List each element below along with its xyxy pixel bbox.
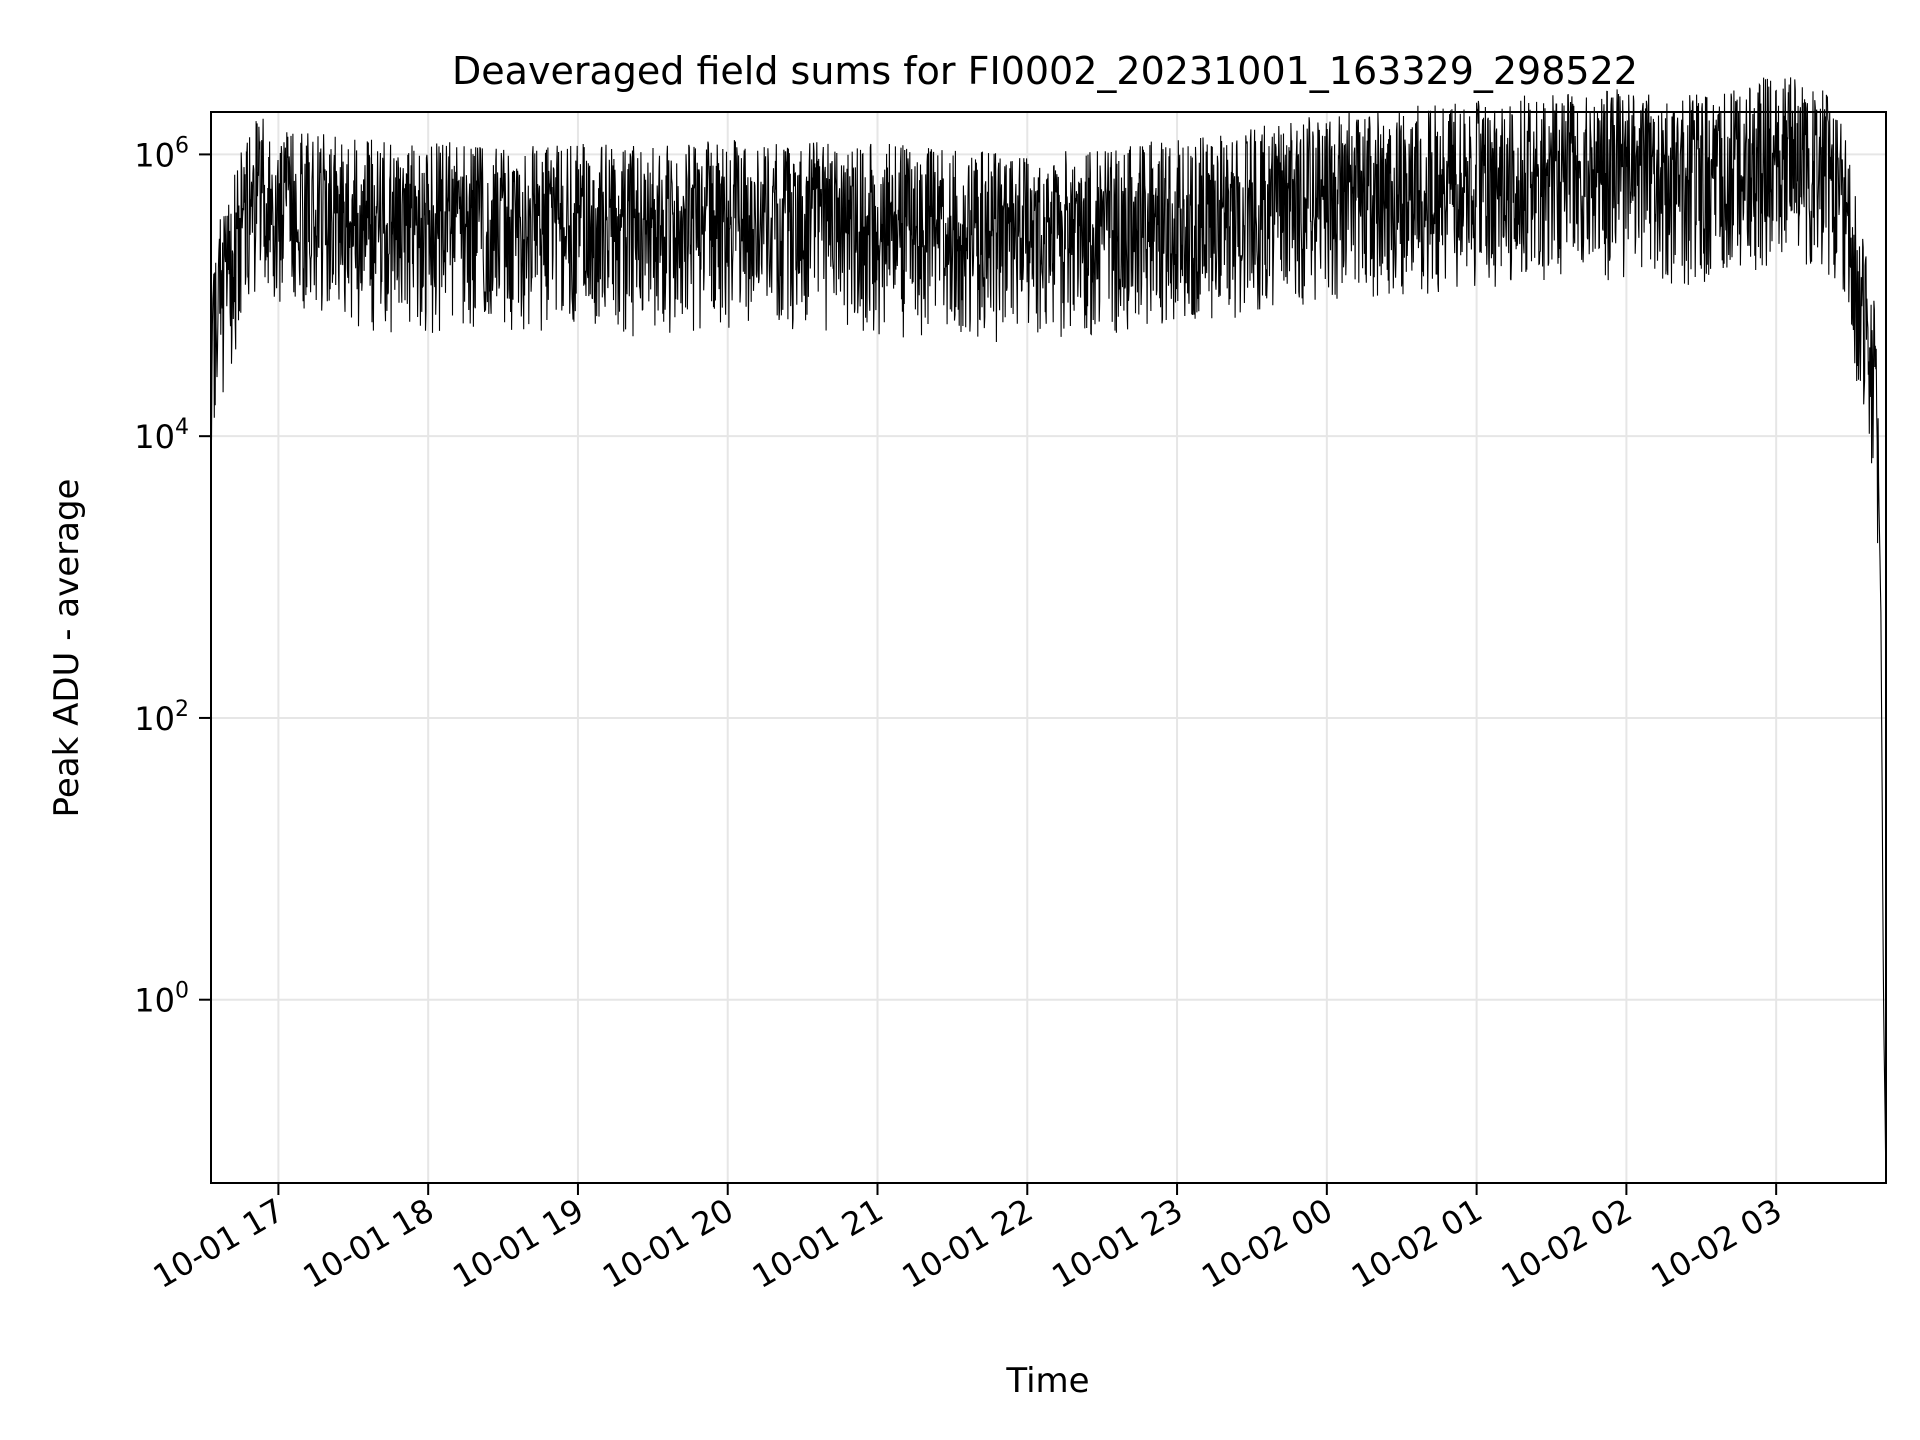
series-line xyxy=(210,77,1887,1184)
x-tick-label: 10-02 00 xyxy=(1195,1191,1339,1296)
x-tick-label: 10-01 23 xyxy=(1045,1191,1189,1296)
x-tick-label: 10-02 03 xyxy=(1645,1191,1789,1296)
plot-area-frame xyxy=(210,111,1887,1184)
grid-lines xyxy=(211,112,1886,1183)
x-tick-label: 10-02 02 xyxy=(1495,1191,1639,1296)
x-tick-label: 10-01 17 xyxy=(147,1191,291,1296)
x-axis-label: Time xyxy=(1005,1361,1089,1401)
y-axis-label: Peak ADU - average xyxy=(47,479,87,818)
x-tick-label: 10-01 22 xyxy=(896,1191,1040,1296)
chart-title: Deaveraged field sums for FI0002_2023100… xyxy=(452,49,1638,93)
x-tick-label: 10-01 19 xyxy=(446,1191,590,1296)
y-tick-label: 104 xyxy=(134,415,189,456)
y-tick-label: 102 xyxy=(134,697,189,738)
data-series xyxy=(210,77,1887,1184)
x-tick-label: 10-01 20 xyxy=(596,1191,740,1296)
y-tick-label: 100 xyxy=(134,979,189,1020)
x-tick-label: 10-01 21 xyxy=(746,1191,890,1296)
x-tick-label: 10-02 01 xyxy=(1345,1191,1489,1296)
x-tick-label: 10-01 18 xyxy=(297,1191,441,1296)
y-tick-label: 106 xyxy=(134,133,189,174)
